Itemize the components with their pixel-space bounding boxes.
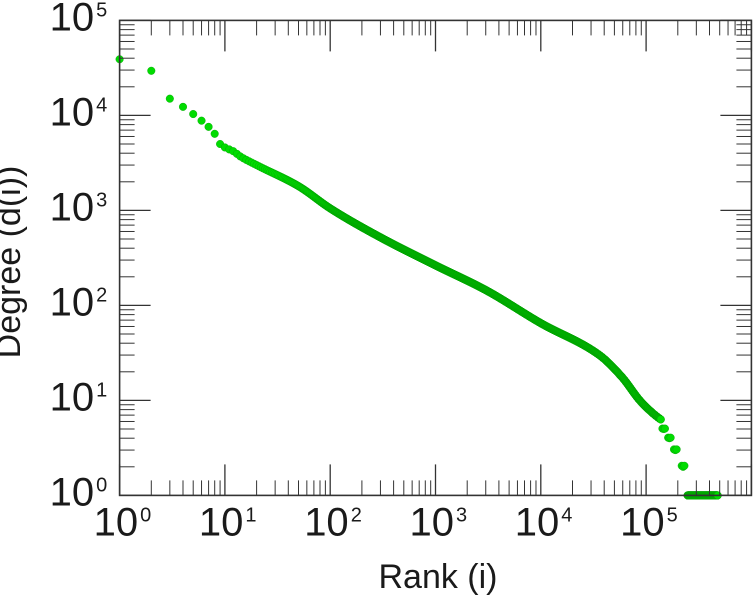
svg-text:Degree (d(i)): Degree (d(i)) xyxy=(0,166,28,359)
svg-text:Rank (i): Rank (i) xyxy=(378,558,497,596)
